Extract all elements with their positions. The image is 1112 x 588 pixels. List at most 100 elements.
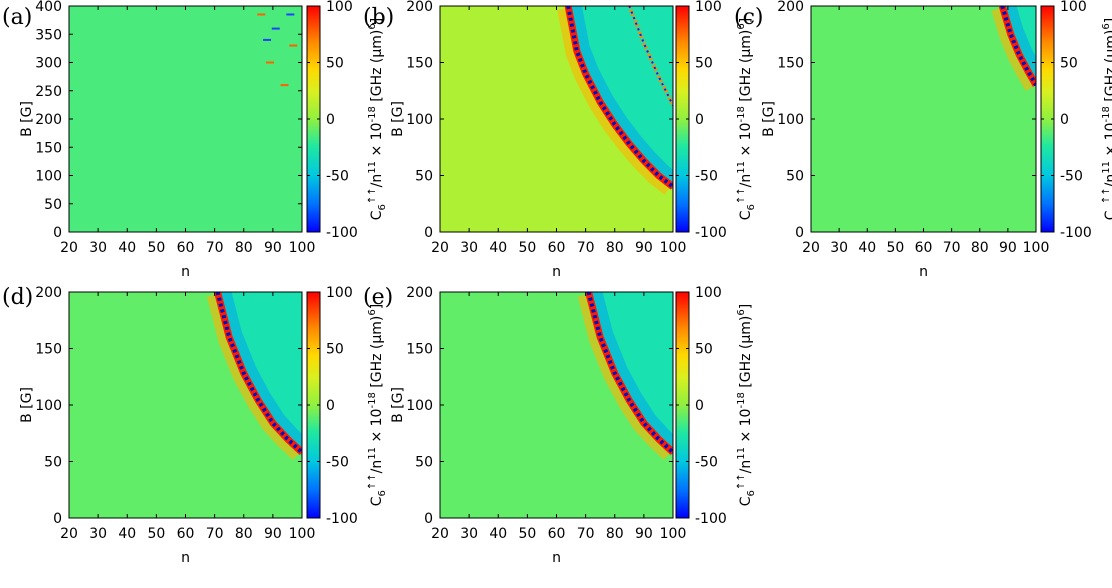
heatmap-background xyxy=(69,6,302,232)
x-tick-label: 50 xyxy=(147,240,165,256)
x-tick-label: 60 xyxy=(177,240,195,256)
x-tick-label: 50 xyxy=(518,526,536,542)
x-tick-label: 50 xyxy=(886,240,904,256)
colorbar-tick-label: -100 xyxy=(326,511,358,527)
x-tick-label: 90 xyxy=(635,240,653,256)
x-tick-label: 20 xyxy=(60,526,78,542)
resonance-ridge-blue xyxy=(215,292,302,454)
y-tick-label: 50 xyxy=(786,169,804,185)
panel-e: 20 30 40 50 60 70 80 90 100 0 50 100 150 200 n B [G] (e)… xyxy=(363,285,757,566)
colorbar-tick-label: -50 xyxy=(695,455,718,471)
x-tick-label: 40 xyxy=(489,240,507,256)
x-axis-label: n xyxy=(181,550,190,566)
colorbar: 100 50 0 -50 -100 C6↑↑/n11 × 10-18 [GHz (µm)6… xyxy=(675,285,757,527)
colorbar-tick-label: 100 xyxy=(326,0,353,15)
x-tick-label: 80 xyxy=(235,240,253,256)
y-tick-label: 50 xyxy=(44,197,62,213)
x-tick-label: 70 xyxy=(943,240,961,256)
colorbar-tick-label: -50 xyxy=(326,169,349,185)
colorbar-label: C6↑↑/n11 × 10-18 [GHz (µm)6] xyxy=(367,18,388,220)
x-tick-label: 70 xyxy=(577,240,595,256)
x-tick-label: 100 xyxy=(289,240,316,256)
colorbar-label: C6↑↑/n11 × 10-18 [GHz (µm)6] xyxy=(367,304,388,506)
panel-c: 20 30 40 50 60 70 80 90 100 0 50 100 150 200 n B [G] (c)… xyxy=(734,0,1112,280)
y-axis-label: B [G] xyxy=(19,387,35,423)
x-axis-label: n xyxy=(181,264,190,280)
colorbar-label: C6↑↑/n11 × 10-18 [GHz (µm)6] xyxy=(1101,18,1112,220)
resonance-mark xyxy=(263,38,272,41)
x-tick-label: 90 xyxy=(635,526,653,542)
colorbar-tick-label: -50 xyxy=(326,455,349,471)
y-tick-label: 200 xyxy=(777,0,804,15)
resonance-mark xyxy=(286,13,295,16)
panel-b: 20 30 40 50 60 70 80 90 100 0 50 100 150 200 n B [G] (b)… xyxy=(363,0,757,280)
x-tick-label: 30 xyxy=(460,240,478,256)
x-tick-label: 80 xyxy=(606,240,624,256)
x-tick-label: 100 xyxy=(289,526,316,542)
y-tick-label: 200 xyxy=(35,285,62,301)
x-tick-label: 20 xyxy=(60,240,78,256)
x-tick-label: 40 xyxy=(489,526,507,542)
resonance-halo-warm xyxy=(577,293,673,460)
resonance-halo-warm xyxy=(206,293,302,460)
x-axis-label: n xyxy=(552,264,561,280)
y-tick-label: 200 xyxy=(35,112,62,128)
colorbar-tick-label: 50 xyxy=(1060,56,1078,72)
resonance-halo-blue xyxy=(565,6,673,191)
colorbar: 100 50 0 -50 -100 C6↑↑/n11 × 10-18 [GHz (µm)6… xyxy=(675,0,757,241)
colorbar-tick-label: 0 xyxy=(695,112,704,128)
y-tick-label: 100 xyxy=(406,398,433,414)
colorbar-tick-label: -50 xyxy=(695,169,718,185)
x-tick-label: 90 xyxy=(264,240,282,256)
resonance-halo-blue xyxy=(586,292,673,456)
resonance-mark xyxy=(257,13,266,16)
y-tick-label: 300 xyxy=(35,56,62,72)
colorbar-tick-label: -50 xyxy=(1060,169,1083,185)
panel-letter: (a) xyxy=(2,5,32,30)
colorbar-tick-label: 50 xyxy=(695,342,713,358)
x-tick-label: 30 xyxy=(830,240,848,256)
y-tick-label: 150 xyxy=(406,342,433,358)
colorbar-tick-label: 0 xyxy=(1060,112,1069,128)
x-tick-label: 60 xyxy=(915,240,933,256)
y-axis-label: B [G] xyxy=(390,387,406,423)
heatmap-area xyxy=(69,292,302,518)
heatmap-area xyxy=(69,6,302,232)
resonance-ridge-blue xyxy=(566,6,673,189)
colorbar-tick-label: 0 xyxy=(695,398,704,414)
colorbar-tick-label: 0 xyxy=(326,398,335,414)
colorbar: 100 50 0 -50 -100 C6↑↑/n11 × 10-18 [GHz (µm)6… xyxy=(1040,0,1112,241)
x-tick-label: 60 xyxy=(548,240,566,256)
x-tick-label: 40 xyxy=(858,240,876,256)
y-tick-label: 0 xyxy=(424,225,433,241)
panel-d: 20 30 40 50 60 70 80 90 100 0 50 100 150 200 n B [G] (d)… xyxy=(2,285,388,566)
resonance-halo-warm xyxy=(991,7,1036,92)
y-axis-label: B [G] xyxy=(761,101,777,137)
colorbar-tick-label: 100 xyxy=(695,0,722,15)
x-tick-label: 100 xyxy=(660,240,687,256)
x-tick-label: 20 xyxy=(802,240,820,256)
colorbar-tick-label: 100 xyxy=(695,285,722,301)
x-tick-label: 20 xyxy=(431,240,449,256)
heatmap-background xyxy=(811,6,1036,232)
x-tick-label: 40 xyxy=(118,526,136,542)
resonance-halo-warm xyxy=(557,7,672,195)
x-tick-label: 40 xyxy=(118,240,136,256)
y-tick-label: 100 xyxy=(35,398,62,414)
resonance-secondary-warm xyxy=(627,6,673,107)
x-tick-label: 30 xyxy=(460,526,478,542)
colorbar-tick-label: -100 xyxy=(1060,225,1092,241)
x-tick-label: 80 xyxy=(606,526,624,542)
colorbar-label: C6↑↑/n11 × 10-18 [GHz (µm)6] xyxy=(736,304,757,506)
y-tick-label: 50 xyxy=(44,455,62,471)
heatmap-area xyxy=(440,292,673,518)
x-tick-label: 70 xyxy=(577,526,595,542)
panel-letter: (d) xyxy=(2,285,33,310)
y-tick-label: 0 xyxy=(424,511,433,527)
y-tick-label: 150 xyxy=(777,56,804,72)
resonance-mark xyxy=(271,27,280,30)
x-axis-label: n xyxy=(919,264,928,280)
x-tick-label: 70 xyxy=(206,240,224,256)
x-tick-label: 70 xyxy=(206,526,224,542)
